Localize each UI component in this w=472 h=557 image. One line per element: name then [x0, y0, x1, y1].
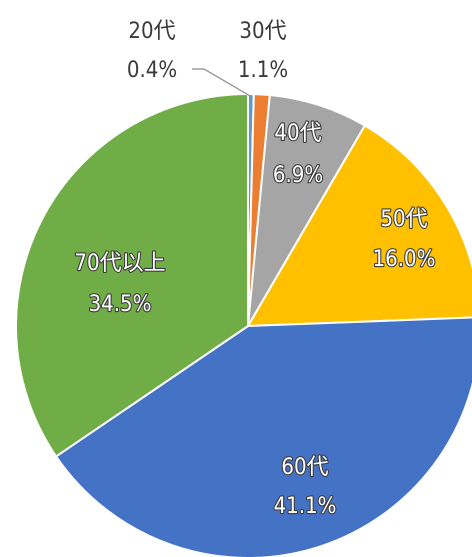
slice-value-label: 16.0% [373, 247, 436, 272]
leader-line [192, 68, 252, 97]
slice-category-label: 30代 [239, 19, 286, 44]
pie-slices [15, 92, 472, 557]
slice-category-label: 70代以上 [74, 251, 165, 276]
pie-slice-5 [54, 316, 472, 557]
pie-slice-4 [246, 124, 472, 328]
slice-category-label: 50代 [380, 207, 427, 232]
slice-value-label: 0.4% [127, 58, 177, 83]
slice-category-label: 60代 [281, 455, 328, 480]
pie-slice-6 [15, 92, 249, 458]
leader-lines [192, 68, 252, 97]
slice-value-label: 41.1% [274, 494, 337, 519]
slice-category-label: 40代 [274, 121, 321, 146]
slice-value-label: 6.9% [273, 163, 323, 188]
slice-value-label: 1.1% [238, 58, 288, 83]
slice-labels: 20代 0.4% 30代 1.1% 40代 6.9% 50代 16.0% 60代 41.1% 70代… [73, 19, 436, 520]
slice-category-label: 20代 [128, 19, 175, 44]
slice-value-label: 34.5% [89, 292, 152, 317]
